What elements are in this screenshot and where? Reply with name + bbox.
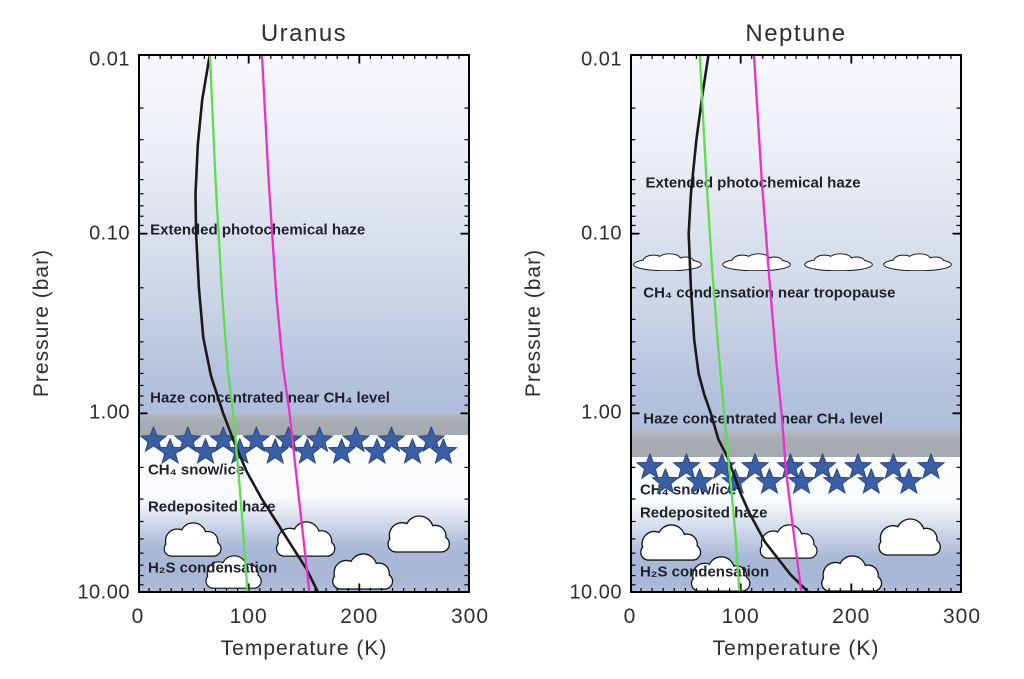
x-tick-label: 0 xyxy=(131,605,145,628)
plot-area: Extended photochemical haze Haze concentr… xyxy=(138,54,470,593)
y-tick-label: 1.00 xyxy=(581,401,622,424)
plot-overlay xyxy=(138,54,470,593)
x-tick-label: 100 xyxy=(721,605,760,628)
y-axis-label: Pressure (bar) xyxy=(522,248,545,398)
star-icon xyxy=(844,453,872,479)
annotation-label: Redeposited haze xyxy=(147,498,276,516)
x-tick-label: 100 xyxy=(229,605,268,628)
series-green-curve xyxy=(698,54,741,593)
x-axis-label: Temperature (K) xyxy=(712,637,880,660)
star-icon xyxy=(399,438,426,464)
x-tick-label: 0 xyxy=(623,605,637,628)
star-icon xyxy=(156,438,184,464)
series-temperature-profile xyxy=(194,54,320,593)
plot-overlay xyxy=(630,54,962,593)
annotation-label: CH₄ snow/ice xyxy=(147,461,245,479)
page-title: Uranus xyxy=(260,20,348,47)
star-icon xyxy=(192,438,219,464)
x-tick-label: 200 xyxy=(340,605,379,628)
series-magenta-curve xyxy=(752,54,803,593)
annotation-label: Extended photochemical haze xyxy=(645,174,861,192)
series-magenta-curve xyxy=(260,54,311,593)
x-tick-label: 300 xyxy=(450,605,490,628)
star-icon xyxy=(636,453,664,479)
star-icon xyxy=(917,453,945,479)
y-tick-label: 0.01 xyxy=(581,48,622,71)
star-icon xyxy=(226,438,254,464)
annotation-label: Haze concentrated near CH₄ level xyxy=(150,389,390,407)
x-tick-label: 300 xyxy=(942,605,982,628)
gray-band xyxy=(630,428,962,457)
y-tick-label: 0.10 xyxy=(581,222,622,245)
series-green-curve xyxy=(208,54,249,593)
y-tick-label: 1.00 xyxy=(89,401,130,424)
annotation-label: Redeposited haze xyxy=(639,504,768,522)
haze-gradient-background xyxy=(138,54,470,414)
x-axis-label: Temperature (K) xyxy=(220,637,388,660)
annotation-label: Extended photochemical haze xyxy=(150,221,366,239)
series-temperature-profile xyxy=(687,54,811,593)
annotation-label: Haze concentrated near CH₄ level xyxy=(643,410,884,428)
y-tick-label: 10.00 xyxy=(77,581,130,604)
y-tick-label: 0.01 xyxy=(89,48,130,71)
star-icon xyxy=(879,453,907,479)
page-title: Neptune xyxy=(745,20,847,47)
gray-band xyxy=(138,413,470,435)
plot-area: Extended photochemical haze CH₄ condensat… xyxy=(630,54,962,593)
haze-gradient-background xyxy=(630,54,962,429)
y-tick-label: 0.10 xyxy=(89,222,130,245)
star-icon xyxy=(741,453,769,479)
star-icon xyxy=(809,453,836,479)
star-icon xyxy=(673,453,700,479)
y-tick-label: 10.00 xyxy=(569,581,622,604)
x-tick-label: 200 xyxy=(832,605,871,628)
y-axis-label: Pressure (bar) xyxy=(30,248,53,398)
